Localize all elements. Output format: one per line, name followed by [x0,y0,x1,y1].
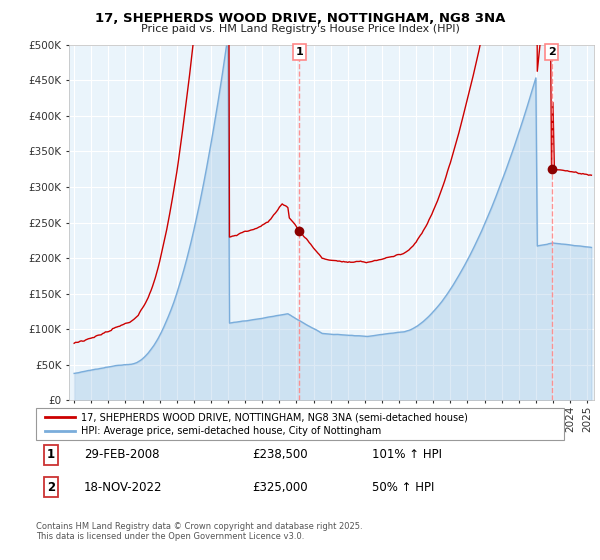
Text: £325,000: £325,000 [252,480,308,494]
Text: 17, SHEPHERDS WOOD DRIVE, NOTTINGHAM, NG8 3NA: 17, SHEPHERDS WOOD DRIVE, NOTTINGHAM, NG… [95,12,505,25]
Text: 2: 2 [548,47,556,57]
Text: 2: 2 [47,480,55,494]
Text: 1: 1 [295,47,303,57]
Text: Contains HM Land Registry data © Crown copyright and database right 2025.
This d: Contains HM Land Registry data © Crown c… [36,522,362,542]
Text: 1: 1 [47,448,55,461]
Text: £238,500: £238,500 [252,448,308,461]
Text: 17, SHEPHERDS WOOD DRIVE, NOTTINGHAM, NG8 3NA (semi-detached house): 17, SHEPHERDS WOOD DRIVE, NOTTINGHAM, NG… [81,412,468,422]
Text: HPI: Average price, semi-detached house, City of Nottingham: HPI: Average price, semi-detached house,… [81,426,381,436]
Text: 101% ↑ HPI: 101% ↑ HPI [372,448,442,461]
Text: 50% ↑ HPI: 50% ↑ HPI [372,480,434,494]
Text: 18-NOV-2022: 18-NOV-2022 [84,480,163,494]
Text: Price paid vs. HM Land Registry's House Price Index (HPI): Price paid vs. HM Land Registry's House … [140,24,460,34]
Text: 29-FEB-2008: 29-FEB-2008 [84,448,160,461]
